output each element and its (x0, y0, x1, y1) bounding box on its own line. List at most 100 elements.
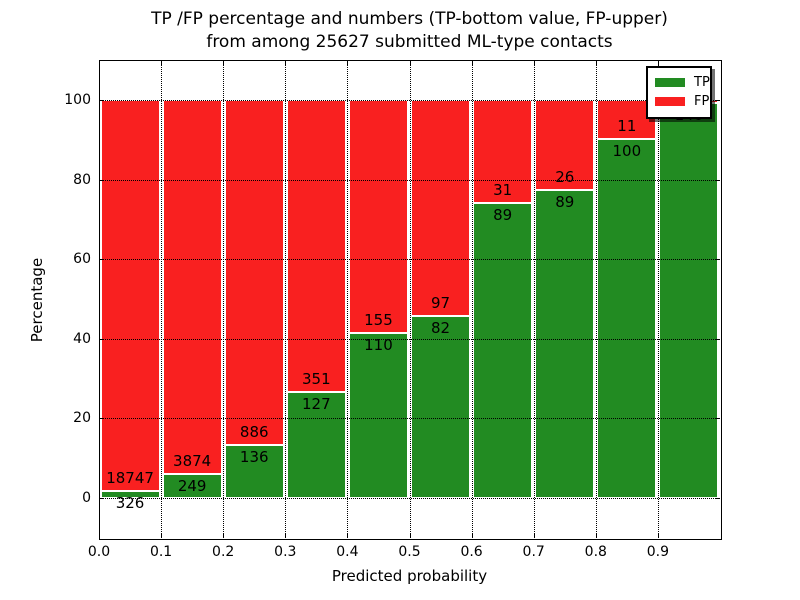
x-tick-mark (657, 534, 659, 538)
x-tick-label: 0.2 (212, 544, 235, 560)
x-tick-mark (99, 534, 100, 538)
fp-count-label: 155 (364, 310, 393, 329)
x-gridline (347, 60, 349, 538)
fp-bar-segment (100, 100, 160, 492)
legend-row-fp: FP (655, 92, 709, 111)
tp-swatch-icon (655, 78, 685, 87)
x-tick-mark (409, 534, 411, 538)
x-tick-mark (657, 61, 659, 65)
legend-row-tp: TP (655, 73, 710, 92)
chart-title: TP /FP percentage and numbers (TP-bottom… (99, 8, 720, 54)
x-tick-mark (161, 534, 163, 538)
fp-count-label: 31 (493, 180, 513, 199)
chart-title-line2: from among 25627 submitted ML-type conta… (206, 32, 613, 52)
fp-count-label: 11 (617, 117, 637, 136)
y-tick-mark (716, 338, 720, 340)
x-tick-label: 0.9 (646, 544, 670, 560)
y-tick-label: 20 (73, 410, 91, 427)
y-tick-mark (100, 259, 104, 261)
x-gridline (533, 60, 535, 538)
y-tick-mark (100, 100, 104, 101)
plot-area: 18747 326 3874 249 886 136 351 127 155 110 97 82 31 8… (99, 60, 720, 538)
y-tick-mark (100, 418, 104, 420)
tp-bar-segment (411, 315, 471, 498)
tp-bar-segment (659, 102, 719, 498)
x-tick-mark (533, 61, 535, 65)
x-gridline (471, 60, 473, 538)
tp-bar-segment (286, 392, 346, 498)
x-tick-label: 0.5 (398, 544, 421, 560)
fp-bar-segment (162, 100, 222, 474)
y-tick-label: 0 (82, 490, 91, 506)
tp-bar-segment (597, 139, 657, 498)
legend-label-tp: TP (694, 75, 710, 90)
y-tick-mark (100, 179, 104, 181)
y-tick-mark (716, 498, 720, 499)
tp-count-label: 110 (364, 335, 393, 354)
fp-bar-segment (348, 100, 408, 333)
x-gridline (223, 60, 225, 538)
tp-count-label: 249 (177, 476, 207, 495)
x-tick-mark (533, 534, 535, 538)
x-tick-label: 0.7 (522, 544, 545, 560)
tp-count-label: 127 (302, 395, 331, 414)
tp-bar-segment (348, 332, 408, 498)
x-tick-mark (161, 61, 163, 65)
x-tick-label: 0.3 (274, 544, 297, 560)
tp-count-label: 89 (555, 192, 575, 211)
tp-count-label: 100 (612, 142, 642, 161)
axes-frame (99, 60, 722, 540)
x-tick-label: 0.1 (149, 544, 173, 560)
x-tick-mark (595, 534, 597, 538)
fp-bar-segment (286, 100, 346, 393)
tp-count-label: 82 (431, 318, 451, 337)
x-tick-mark (285, 534, 287, 538)
x-tick-mark (595, 61, 597, 65)
y-tick-mark (100, 338, 104, 340)
x-tick-mark (471, 61, 473, 65)
fp-bar-segment (535, 100, 595, 190)
x-tick-label: 0.4 (336, 544, 359, 560)
y-axis-label: Percentage (28, 257, 46, 343)
fp-count-label: 351 (302, 370, 331, 389)
y-tick-label: 60 (73, 251, 91, 268)
tp-bar-segment (100, 491, 160, 498)
y-tick-label: 80 (73, 171, 91, 188)
fp-bar-segment (473, 100, 533, 203)
x-tick-label: 0.0 (87, 544, 111, 560)
x-tick-mark (223, 61, 225, 65)
fp-swatch-icon (655, 97, 685, 106)
legend-label-fp: FP (694, 94, 710, 109)
fp-count-label: 18747 (106, 469, 154, 488)
x-tick-mark (99, 61, 100, 65)
x-tick-mark (285, 61, 287, 65)
x-tick-label: 0.8 (584, 544, 607, 560)
tp-count-label: 89 (493, 205, 513, 224)
x-gridline (409, 60, 411, 538)
tp-count-label: 326 (115, 494, 145, 513)
x-gridline (595, 60, 597, 538)
fp-count-label: 97 (431, 293, 451, 312)
tp-bar-segment (162, 473, 222, 498)
fp-bar-segment (411, 100, 471, 316)
y-tick-mark (716, 418, 720, 420)
tp-bar-segment (473, 202, 533, 498)
chart-title-line1: TP /FP percentage and numbers (TP-bottom… (151, 9, 668, 29)
x-tick-mark (347, 61, 349, 65)
fp-bar-segment (224, 100, 284, 446)
x-gridline (285, 60, 287, 538)
y-tick-label: 40 (73, 330, 91, 347)
x-tick-mark (409, 61, 411, 65)
fp-count-label: 886 (239, 423, 269, 442)
y-tick-mark (100, 498, 104, 499)
y-tick-label: 100 (64, 92, 91, 108)
fp-count-label: 26 (555, 167, 575, 186)
x-gridline (161, 60, 163, 538)
fp-count-label: 3874 (173, 451, 212, 470)
x-gridline (657, 60, 659, 538)
x-tick-mark (347, 534, 349, 538)
tp-bar-segment (224, 445, 284, 498)
x-tick-mark (223, 534, 225, 538)
tp-bar-segment (535, 189, 595, 498)
